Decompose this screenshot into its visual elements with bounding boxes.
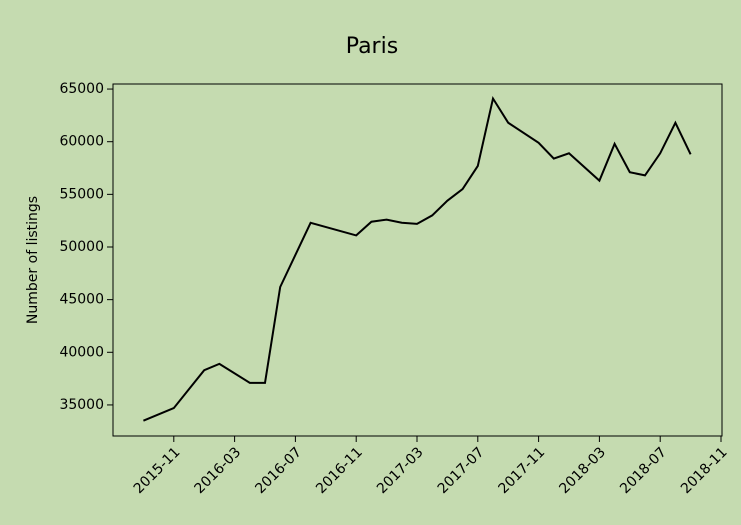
x-tick-label: 2015-11 (131, 444, 184, 497)
x-tick-label: 2016-11 (313, 444, 366, 497)
x-tick-label: 2018-07 (617, 444, 670, 497)
x-tick-label: 2018-03 (556, 444, 609, 497)
x-tick-label: 2018-11 (678, 444, 731, 497)
x-tick-label: 2017-11 (496, 444, 549, 497)
y-tick-label: 55000 (59, 186, 104, 202)
y-tick-label: 60000 (59, 134, 104, 150)
x-tick-label: 2016-07 (252, 444, 305, 497)
line (143, 95, 692, 422)
y-tick-label: 40000 (59, 344, 104, 360)
x-tick-label: 2017-03 (374, 444, 427, 497)
x-tick-label: 2016-03 (192, 444, 245, 497)
plot-area (112, 83, 723, 437)
y-tick-label: 35000 (59, 397, 104, 413)
x-tick-label: 2017-07 (435, 444, 488, 497)
y-tick-label: 65000 (59, 81, 104, 97)
y-tick-label: 50000 (59, 239, 104, 255)
chart-title: Paris (346, 34, 398, 59)
y-tick-label: 45000 (59, 292, 104, 308)
y-axis-label: Number of listings (25, 196, 41, 324)
